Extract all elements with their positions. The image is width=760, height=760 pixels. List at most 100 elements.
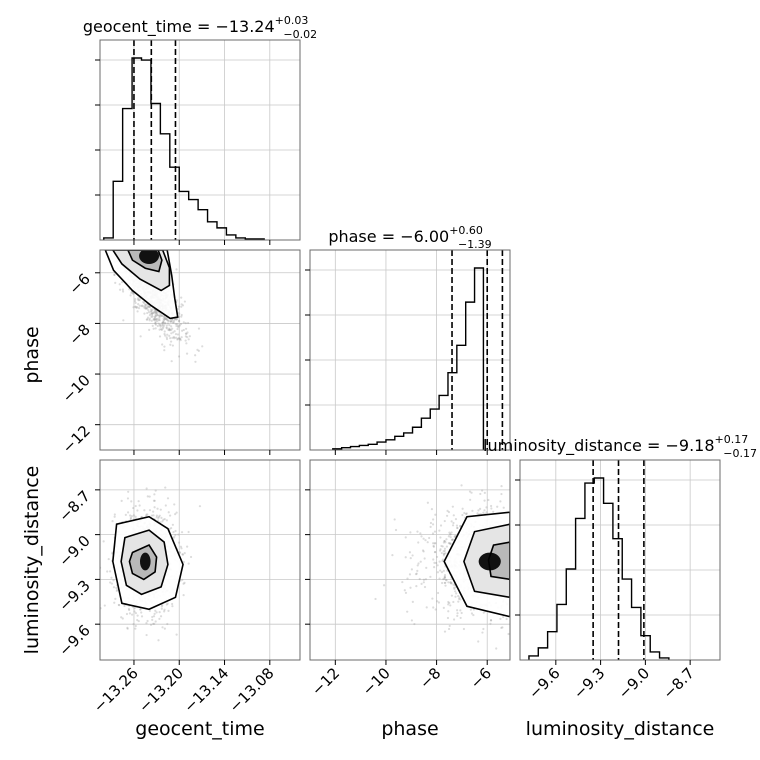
sample-point (96, 548, 98, 550)
sample-point (514, 538, 516, 540)
sample-point (114, 221, 116, 223)
sample-point (152, 615, 156, 618)
sample-point (527, 588, 529, 590)
sample-point (110, 221, 112, 223)
sample-point (514, 561, 516, 563)
sample-point (529, 589, 531, 591)
sample-point (151, 308, 154, 312)
sample-point (496, 505, 499, 508)
sample-point (121, 244, 123, 246)
sample-point (544, 545, 546, 547)
sample-point (548, 572, 550, 574)
sample-point (537, 561, 539, 563)
sample-point (539, 600, 541, 602)
sample-point (419, 560, 422, 563)
sample-point (179, 322, 183, 326)
sample-point (511, 563, 513, 565)
sample-point (127, 243, 129, 245)
sample-point (114, 247, 116, 249)
sample-point (178, 551, 181, 554)
sample-point (525, 592, 527, 594)
sample-point (460, 611, 463, 615)
sample-point (118, 288, 122, 291)
sample-point (517, 580, 519, 582)
sample-point (121, 236, 123, 238)
sample-point (170, 360, 173, 363)
sample-point (174, 322, 177, 326)
sample-point (435, 561, 438, 565)
sample-point (434, 542, 437, 545)
sample-point (483, 491, 486, 494)
sample-point (530, 559, 532, 561)
sample-point (164, 317, 167, 321)
titles: geocent_time = −13.24+0.03 −0.02 phase = … (83, 14, 757, 460)
title-geocent-time-median: −13.24 (215, 17, 274, 36)
sample-point (81, 198, 83, 200)
sample-point (436, 564, 439, 567)
sample-point (448, 542, 451, 545)
sample-point (156, 317, 159, 320)
sample-point (582, 546, 584, 548)
sample-point (152, 622, 155, 625)
sample-point (515, 584, 517, 586)
sample-point (156, 312, 159, 315)
sample-point (170, 526, 173, 530)
sample-point (147, 304, 150, 307)
sample-point (156, 314, 159, 317)
sample-point (406, 577, 409, 580)
sample-point (161, 604, 164, 607)
y-tick-label-phase: −12 (59, 422, 94, 457)
sample-point (516, 585, 518, 587)
sample-point (153, 506, 156, 509)
sample-point (526, 562, 528, 564)
sample-point (154, 323, 157, 326)
sample-point (138, 504, 141, 507)
sample-point (470, 491, 473, 494)
sample-point (138, 298, 141, 302)
sample-point (515, 583, 517, 585)
sample-point (178, 319, 181, 322)
sample-point (170, 332, 173, 335)
sample-point (410, 568, 413, 571)
sample-point (524, 590, 526, 592)
sample-point (516, 521, 518, 523)
sample-point (443, 630, 447, 633)
sample-point (154, 315, 157, 318)
sample-point (141, 247, 143, 249)
sample-point (154, 313, 157, 316)
contour-1 (487, 541, 510, 581)
sample-point (112, 579, 115, 582)
sample-point (120, 281, 124, 284)
sample-point (121, 617, 124, 620)
sample-point (522, 590, 524, 592)
sample-point (180, 531, 184, 534)
sample-point (155, 514, 158, 517)
sample-point (182, 582, 185, 585)
sample-point (511, 603, 513, 605)
sample-point (120, 499, 123, 502)
sample-point (132, 623, 135, 626)
sample-point (489, 619, 493, 622)
sample-point (517, 574, 519, 576)
sample-point (457, 594, 460, 598)
sample-point (432, 544, 435, 548)
sample-point (149, 308, 153, 311)
sample-point (536, 579, 538, 581)
sample-point (449, 542, 452, 545)
sample-point (126, 497, 130, 500)
sample-point (175, 511, 178, 514)
sample-point (147, 306, 151, 309)
contour-1 (127, 250, 163, 273)
sample-point (146, 619, 149, 623)
sample-point (512, 570, 514, 572)
sample-point (523, 578, 525, 580)
sample-point (144, 307, 148, 310)
sample-point (166, 497, 170, 500)
sample-point (117, 243, 119, 245)
sample-point (137, 247, 139, 249)
sample-point (461, 507, 464, 510)
sample-point (121, 243, 123, 245)
sample-point (152, 514, 155, 517)
sample-point (447, 610, 450, 613)
sample-point (525, 583, 527, 585)
